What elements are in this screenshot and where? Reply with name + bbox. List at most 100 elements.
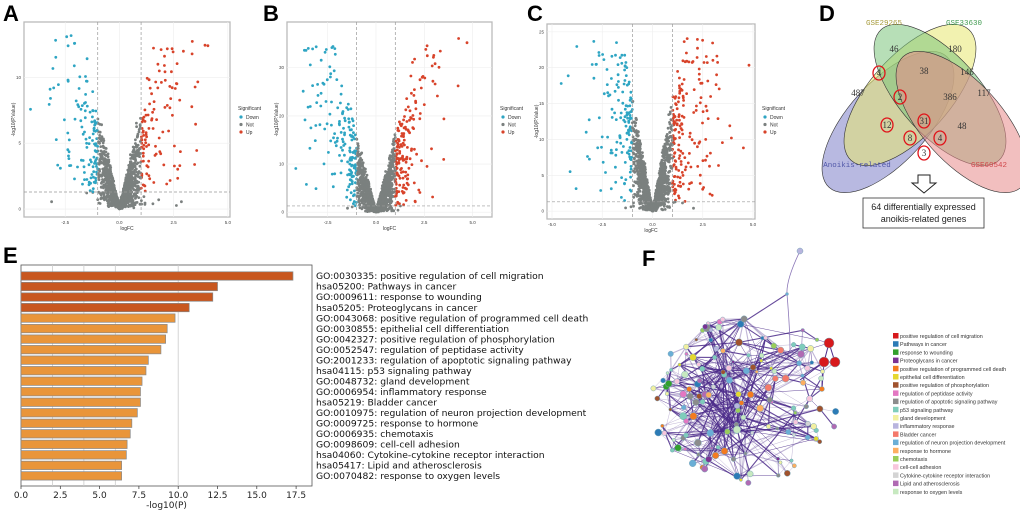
gene-point-up <box>410 149 413 152</box>
gene-point-down <box>59 166 62 170</box>
gene-point-down <box>325 78 329 82</box>
gene-point-up <box>681 132 684 136</box>
gene-point-not <box>98 130 102 134</box>
gene-point-up <box>152 107 156 111</box>
gene-point-up <box>425 165 429 168</box>
gene-point-not <box>668 189 672 193</box>
gene-point-not <box>386 208 389 211</box>
gene-point-not <box>151 202 155 206</box>
gene-point-down <box>347 117 351 121</box>
gene-point-up <box>141 154 145 158</box>
gene-point-down <box>309 126 313 130</box>
gene-point-down <box>308 63 312 67</box>
gene-point-down <box>628 170 632 174</box>
gene-point-up <box>395 145 399 149</box>
gene-point-not <box>103 153 107 157</box>
gene-point-up <box>674 188 678 192</box>
gene-point-down <box>341 140 345 144</box>
gene-point-down <box>66 148 70 152</box>
gene-point-not <box>101 141 105 145</box>
gene-point-not <box>390 161 393 165</box>
gene-point-down <box>341 110 345 113</box>
gene-point-up <box>163 54 166 58</box>
gene-point-not <box>110 197 113 201</box>
gene-point-up <box>728 124 732 128</box>
gene-point-up <box>155 118 159 121</box>
gene-point-down <box>91 190 95 194</box>
gene-point-not <box>134 188 138 192</box>
x-axis-label: logFC <box>120 226 134 232</box>
legend-item-down: Down <box>770 115 783 121</box>
gene-point-down <box>334 144 338 148</box>
gene-point-up <box>675 118 679 122</box>
gene-point-up <box>681 96 685 100</box>
gene-point-not <box>638 165 642 169</box>
gene-point-down <box>328 65 332 69</box>
gene-point-down <box>597 116 601 120</box>
gene-point-not <box>128 174 132 177</box>
gene-point-down <box>94 144 97 147</box>
gene-point-not <box>644 180 648 184</box>
y-tick-label: 25 <box>539 29 545 34</box>
gene-point-down <box>305 183 308 186</box>
gene-point-not <box>670 139 674 142</box>
legend-marker-not <box>501 122 505 127</box>
gene-point-not <box>105 153 109 157</box>
gene-point-not <box>134 138 137 142</box>
gene-point-up <box>418 78 422 82</box>
gene-point-down <box>349 191 353 195</box>
gene-point-up <box>682 99 685 102</box>
gene-point-not <box>98 169 101 173</box>
gene-point-not <box>655 207 659 210</box>
gene-point-up <box>672 163 676 167</box>
gene-point-up <box>410 163 414 167</box>
gene-point-not <box>665 134 668 138</box>
gene-point-down <box>48 87 52 91</box>
gene-point-down <box>47 103 51 106</box>
gene-point-down <box>609 148 613 152</box>
volcano-plot-b: -2.5 0.0 2.5 5.00102030logFC-log10(P.Value)… <box>274 21 524 232</box>
gene-point-down <box>628 114 632 117</box>
gene-point-up <box>165 104 169 107</box>
gene-point-down <box>51 67 55 70</box>
gene-point-up <box>420 159 423 163</box>
gene-point-up <box>154 144 157 148</box>
gene-point-not <box>129 179 133 183</box>
gene-point-down <box>84 93 87 96</box>
gene-point-down <box>574 187 578 191</box>
gene-point-down <box>352 151 355 154</box>
gene-point-up <box>705 154 709 158</box>
gene-point-up <box>680 82 684 86</box>
gene-point-down <box>347 125 351 129</box>
gene-point-up <box>396 201 400 205</box>
gene-point-down <box>619 141 623 145</box>
gene-point-down <box>610 77 613 80</box>
gene-point-up <box>747 63 751 67</box>
gene-point-down <box>351 119 355 123</box>
gene-point-not <box>365 198 369 202</box>
gene-point-up <box>700 81 704 85</box>
gene-point-up <box>195 149 199 152</box>
gene-point-up <box>676 70 679 73</box>
gene-point-up <box>692 111 696 114</box>
gene-point-down <box>347 121 351 124</box>
gene-point-up <box>689 165 693 169</box>
gene-point-not <box>131 182 134 186</box>
legend-title: Significant <box>238 106 262 112</box>
gene-point-up <box>679 149 683 153</box>
gene-point-not <box>372 202 375 205</box>
gene-point-down <box>338 123 341 127</box>
gene-point-down <box>88 110 92 114</box>
gene-point-up <box>175 62 179 65</box>
gene-point-down <box>601 160 605 164</box>
gene-point-down <box>350 138 354 142</box>
gene-point-up <box>402 133 405 137</box>
gene-point-up <box>694 109 698 112</box>
y-tick-label: 20 <box>539 65 545 70</box>
gene-point-not <box>106 177 109 181</box>
gene-point-up <box>397 138 401 142</box>
gene-point-down <box>92 155 96 159</box>
gene-point-down <box>333 132 336 136</box>
gene-point-up <box>418 117 422 121</box>
gene-point-down <box>339 92 343 96</box>
